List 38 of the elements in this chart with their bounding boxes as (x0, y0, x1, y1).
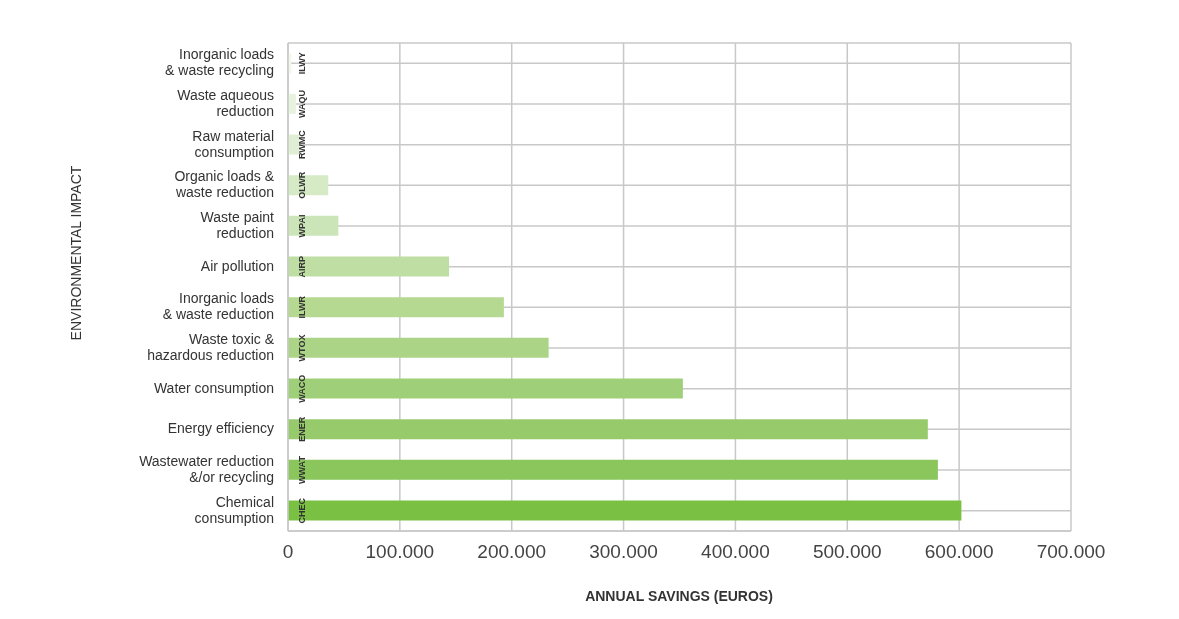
y-tick-label: Raw material consumption (192, 127, 274, 160)
y-axis-title: ENVIRONMENTAL IMPACT (68, 165, 84, 341)
annotation: WWAT (297, 455, 308, 484)
annotation: ENER (297, 416, 308, 442)
x-axis-title: ANNUAL SAVINGS (EUROS) (584, 588, 774, 604)
x-tick-label: 200.000 (477, 541, 547, 563)
x-tick-label: 400.000 (701, 541, 770, 563)
annotation: OLWR (297, 171, 308, 199)
annotation: ILWR (297, 295, 308, 319)
annotation: WACO (297, 374, 308, 403)
annotation: AIRP (297, 255, 308, 278)
x-tick-label: 300.000 (589, 541, 658, 563)
y-tick-label: Water consumption (153, 379, 274, 396)
bar (288, 297, 504, 318)
y-tick-label: Energy efficiency (167, 420, 274, 437)
x-tick-label: 0 (282, 541, 294, 563)
x-tick-label: 100.000 (365, 541, 435, 563)
bar (288, 500, 962, 521)
y-tick-label: Inorganic loads & waste recycling (165, 46, 274, 79)
annotation: WAQU (297, 90, 308, 118)
annotation: CHEC (297, 497, 308, 524)
y-tick-label: Waste toxic & hazardous reduction (147, 330, 275, 363)
bar (288, 419, 928, 440)
x-tick-label: 500.000 (812, 541, 882, 563)
y-tick-label: Organic loads & waste reduction (174, 168, 275, 201)
annotation: RWMC (297, 129, 308, 160)
bar (288, 256, 450, 277)
y-tick-label: Waste aqueous reduction (177, 86, 274, 119)
annotation: WPAI (297, 214, 308, 238)
annotation: WTOX (297, 334, 308, 362)
y-tick-label: Waste paint reduction (200, 208, 275, 241)
x-tick-label: 600.000 (924, 541, 994, 563)
annotation: ILWY (297, 52, 308, 75)
y-tick-label: Chemical consumption (194, 493, 274, 526)
y-tick-label: Wastewater reduction &/or recycling (139, 452, 274, 485)
x-tick-label: 700.000 (1036, 541, 1106, 563)
y-tick-label: Air pollution (200, 257, 274, 274)
y-tick-label: Inorganic loads & waste reduction (162, 290, 274, 323)
